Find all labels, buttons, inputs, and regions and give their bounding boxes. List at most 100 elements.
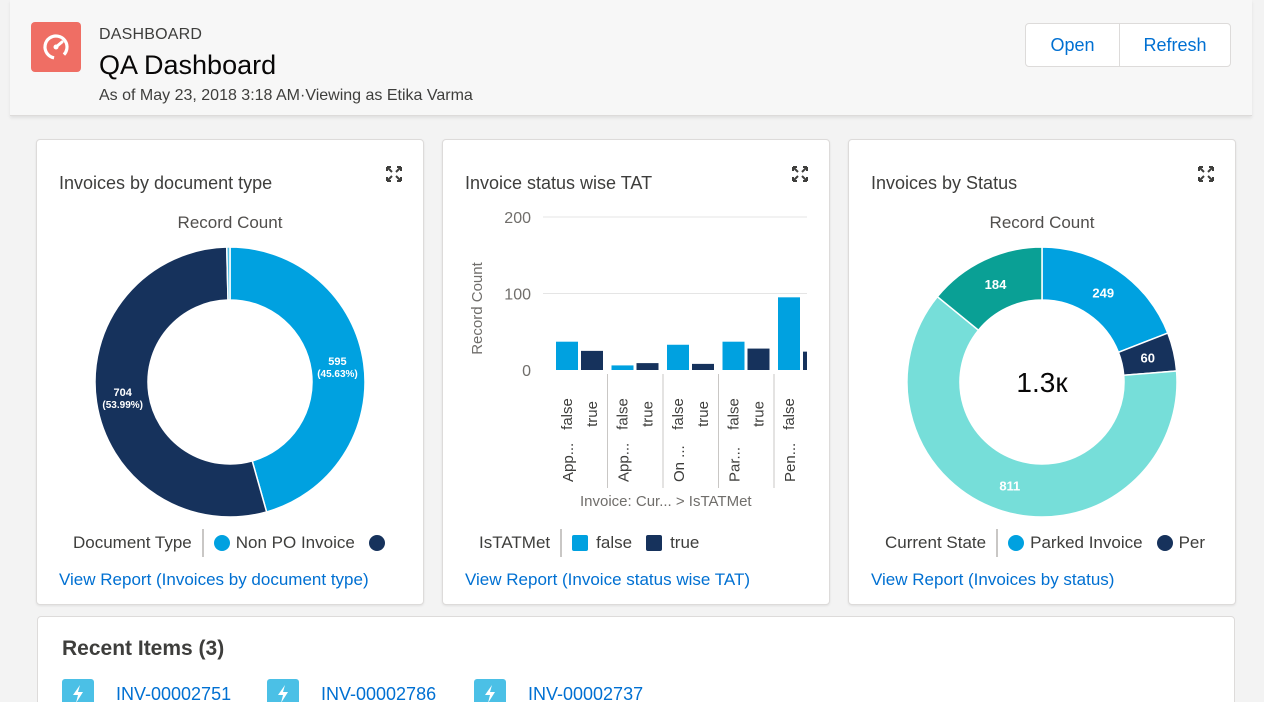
legend-swatch	[368, 535, 385, 551]
bar[interactable]	[747, 348, 770, 370]
slice-value-label: 704	[114, 387, 133, 399]
card-title: Invoice status wise TAT	[465, 173, 653, 193]
bar[interactable]	[581, 350, 603, 370]
y-tick-label: 200	[504, 210, 531, 227]
group-label: Par...	[727, 447, 744, 482]
x-tick-label: false	[559, 398, 576, 430]
recent-item[interactable]: INV-00002737	[474, 679, 643, 702]
group-label: On ...	[671, 445, 688, 482]
expand-icon[interactable]	[1197, 165, 1215, 183]
card-invoices-by-status: Invoices by Status Record Count 249 60 811…	[848, 139, 1236, 605]
y-tick-label: 0	[522, 363, 531, 380]
bar[interactable]	[803, 351, 807, 370]
page-subtitle: As of May 23, 2018 3:18 AM·Viewing as Et…	[99, 87, 473, 104]
chart-subtitle: Record Count	[177, 213, 283, 232]
x-tick-label: true	[751, 401, 768, 427]
y-tick-label: 100	[504, 287, 531, 304]
slice-value-label: 595	[328, 356, 346, 368]
x-tick-label: false	[615, 398, 632, 430]
x-tick-label: false	[781, 398, 798, 430]
group-label: App...	[560, 443, 577, 482]
card-invoice-status-wise-tat: Invoice status wise TAT 0 100 200 Record Co…	[442, 139, 830, 605]
recent-items-title: Recent Items (3)	[62, 637, 225, 660]
bar[interactable]	[667, 344, 689, 370]
donut-slice[interactable]	[94, 246, 268, 518]
slice-value-label: 60	[1140, 351, 1154, 366]
y-axis-label: Record Count	[469, 261, 486, 354]
legend-label: false	[596, 533, 633, 552]
chart-legend: Document Type Non PO Invoice	[73, 529, 405, 557]
slice-percent-label: (45.63%)	[317, 369, 358, 380]
donut-center-total: 1.3к	[1016, 367, 1068, 398]
donut-chart-status: 249 60 811 184 1.3к	[906, 246, 1178, 518]
donut-slice[interactable]	[229, 246, 366, 513]
legend-item-false[interactable]: false	[572, 533, 632, 553]
recent-items-panel: Recent Items (3) INV-00002751 INV-000027…	[37, 616, 1235, 702]
recent-item-link[interactable]: INV-00002751	[116, 683, 232, 702]
legend-item-non-po-invoice[interactable]: Non PO Invoice	[213, 533, 355, 553]
lightning-icon	[267, 679, 299, 702]
card-invoices-by-document-type: Invoices by document type Record Count 5…	[36, 139, 424, 605]
lightning-icon	[62, 679, 94, 702]
bar[interactable]	[556, 341, 578, 370]
legend-swatch	[1156, 535, 1173, 551]
expand-icon[interactable]	[791, 165, 809, 183]
legend-title: Current State	[885, 529, 999, 557]
recent-item-link[interactable]: INV-00002786	[321, 683, 437, 702]
x-tick-label: true	[695, 401, 712, 427]
bar[interactable]	[636, 363, 659, 370]
chart-legend: IsTATMet false true	[479, 529, 713, 557]
view-report-link[interactable]: View Report (Invoices by status)	[871, 570, 1115, 589]
view-report-link[interactable]: View Report (Invoice status wise TAT)	[465, 570, 751, 589]
open-button[interactable]: Open	[1026, 24, 1120, 66]
legend-swatch	[1008, 535, 1025, 551]
card-title: Invoices by document type	[59, 173, 273, 193]
x-tick-label: true	[640, 401, 657, 427]
bar[interactable]	[778, 297, 800, 370]
legend-title: Document Type	[73, 529, 204, 557]
group-label: App...	[616, 443, 633, 482]
donut-slice[interactable]	[936, 246, 1043, 332]
legend-title: IsTATMet	[479, 529, 563, 557]
page-title: QA Dashboard	[99, 50, 277, 80]
donut-slice[interactable]	[906, 295, 1178, 518]
donut-chart-document-type: 595(45.63%) 704(53.99%)	[94, 246, 366, 518]
slice-value-label: 811	[999, 479, 1020, 494]
x-tick-label: false	[726, 398, 743, 430]
legend-item-parked-invoice[interactable]: Parked Invoice	[1008, 533, 1143, 553]
legend-swatch	[213, 535, 230, 551]
card-title: Invoices by Status	[871, 173, 1018, 193]
legend-label: Non PO Invoice	[235, 533, 355, 552]
x-axis-label: Invoice: Cur... > IsTATMet	[580, 493, 752, 510]
slice-value-label: 184	[985, 277, 1007, 292]
expand-icon[interactable]	[385, 165, 403, 183]
legend-label: true	[670, 533, 700, 552]
donut-slice[interactable]	[225, 246, 231, 301]
recent-item[interactable]: INV-00002786	[267, 679, 436, 702]
x-tick-label: false	[670, 398, 687, 430]
bar[interactable]	[692, 363, 714, 370]
page-kicker: DASHBOARD	[99, 26, 203, 43]
slice-value-label: 249	[1092, 285, 1114, 300]
slice-percent-label: (53.99%)	[102, 400, 143, 411]
group-label: Pen...	[782, 443, 799, 482]
legend-item-true[interactable]: true	[646, 533, 699, 553]
legend-label: Per	[1178, 533, 1206, 552]
view-report-link[interactable]: View Report (Invoices by document type)	[59, 570, 369, 589]
bar[interactable]	[722, 341, 745, 370]
header-button-group: Open Refresh	[1025, 23, 1231, 67]
legend-swatch	[646, 535, 663, 551]
dashboard-gauge-icon	[31, 22, 81, 72]
refresh-button[interactable]: Refresh	[1143, 34, 1207, 55]
chart-legend: Current State Parked Invoice Per	[885, 529, 1219, 557]
legend-item-pending[interactable]: Per	[1156, 533, 1206, 553]
legend-item-more[interactable]	[368, 535, 391, 551]
recent-item[interactable]: INV-00002751	[62, 679, 231, 702]
x-tick-label: true	[584, 401, 601, 427]
dashboard-header: DASHBOARD QA Dashboard As of May 23, 201…	[10, 0, 1252, 116]
lightning-icon	[474, 679, 506, 702]
bar[interactable]	[611, 365, 634, 370]
recent-item-link[interactable]: INV-00002737	[528, 683, 644, 702]
legend-label: Parked Invoice	[1030, 533, 1143, 552]
